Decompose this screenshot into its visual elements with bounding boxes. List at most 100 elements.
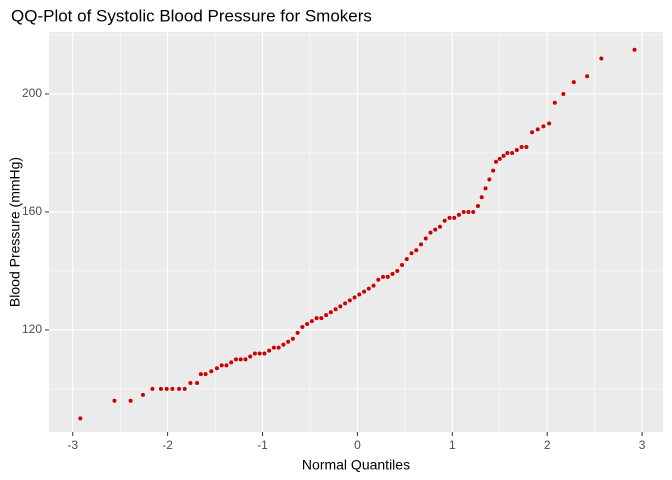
point <box>300 324 305 329</box>
point <box>203 372 208 377</box>
point <box>585 74 590 79</box>
point <box>493 159 498 164</box>
point <box>433 227 438 232</box>
point <box>281 342 286 347</box>
point <box>535 127 540 132</box>
point <box>400 263 405 268</box>
x-tick-label: 0 <box>354 438 361 452</box>
x-axis-label: Normal Quantiles <box>302 457 410 473</box>
point <box>519 145 524 150</box>
point <box>224 363 229 368</box>
point <box>352 295 357 300</box>
point <box>514 147 519 152</box>
point <box>547 121 552 126</box>
point <box>497 156 502 161</box>
point <box>385 274 390 279</box>
point <box>267 348 272 353</box>
point <box>150 386 155 391</box>
x-tick-label: -3 <box>67 438 78 452</box>
y-axis-label: Blood Pressure (mmHg) <box>7 157 23 307</box>
point <box>561 91 566 96</box>
point <box>466 209 471 214</box>
point <box>158 386 163 391</box>
point <box>286 339 291 344</box>
x-tick-label: -1 <box>257 438 268 452</box>
point <box>309 319 314 324</box>
point <box>214 366 219 371</box>
point <box>390 271 395 276</box>
point <box>305 322 310 327</box>
point <box>243 357 248 362</box>
y-tick-label: 200 <box>22 86 42 100</box>
point <box>419 242 424 247</box>
point <box>381 274 386 279</box>
point <box>290 336 295 341</box>
point <box>461 209 466 214</box>
point <box>479 195 484 200</box>
point <box>414 248 419 253</box>
point <box>357 292 362 297</box>
chart-title: QQ-Plot of Systolic Blood Pressure for S… <box>11 6 372 25</box>
point <box>248 354 253 359</box>
y-tick-label: 160 <box>22 204 42 218</box>
point <box>257 351 262 356</box>
point <box>505 150 510 155</box>
point <box>276 345 281 350</box>
point <box>262 351 267 356</box>
point <box>599 56 604 61</box>
point <box>409 251 414 256</box>
point <box>366 286 371 291</box>
point <box>491 168 496 173</box>
point <box>314 316 319 321</box>
point <box>428 230 433 235</box>
point <box>371 283 376 288</box>
point <box>128 398 133 403</box>
point <box>632 47 637 52</box>
point <box>198 372 203 377</box>
point <box>347 298 352 303</box>
y-tick-label: 120 <box>22 322 42 336</box>
point <box>324 313 329 318</box>
point <box>233 357 238 362</box>
point <box>195 381 200 386</box>
x-tick-label: 1 <box>449 438 456 452</box>
point <box>78 416 83 421</box>
point <box>328 310 333 315</box>
point <box>188 381 193 386</box>
point <box>452 215 457 220</box>
x-tick-label: -2 <box>162 438 173 452</box>
point <box>333 307 338 312</box>
point <box>252 351 257 356</box>
point <box>552 100 557 105</box>
point <box>423 236 428 241</box>
point <box>140 392 145 397</box>
point <box>319 316 324 321</box>
point <box>475 204 480 209</box>
point <box>530 130 535 135</box>
point <box>510 150 515 155</box>
point <box>501 153 506 158</box>
point <box>483 186 488 191</box>
point <box>209 369 214 374</box>
point <box>219 363 224 368</box>
point <box>437 224 442 229</box>
point <box>295 330 300 335</box>
point <box>447 215 452 220</box>
point <box>541 124 546 129</box>
point <box>170 386 175 391</box>
point <box>177 386 182 391</box>
point <box>164 386 169 391</box>
point <box>112 398 117 403</box>
point <box>182 386 187 391</box>
point <box>471 209 476 214</box>
point <box>343 301 348 306</box>
point <box>376 277 381 282</box>
point <box>442 218 447 223</box>
point <box>404 257 409 262</box>
x-tick-label: 3 <box>639 438 646 452</box>
point <box>238 357 243 362</box>
point <box>487 177 492 182</box>
point <box>571 80 576 85</box>
panel <box>49 32 663 432</box>
